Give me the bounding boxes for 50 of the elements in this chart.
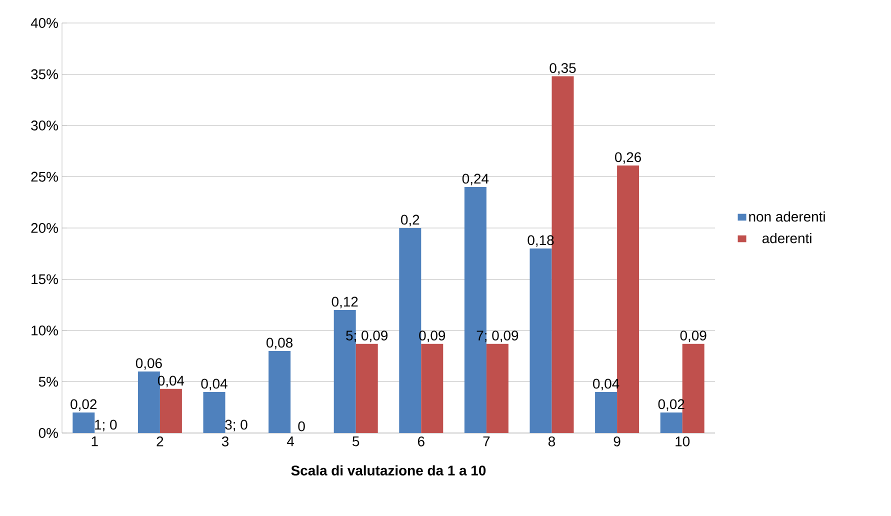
y-tick-label: 0% [38,428,58,438]
x-tick-label: 3 [222,436,229,446]
bar [421,344,444,433]
data-label: 0,35 [550,63,576,75]
data-label: 0 [298,421,305,432]
x-tick-label: 1 [92,436,98,446]
data-label: 0,08 [266,338,293,350]
bar [530,248,552,433]
y-tick-label: 5% [38,376,58,387]
y-tick-label: 25% [31,172,58,182]
data-label: 7; 0,09 [476,330,518,342]
y-tick-label: 20% [31,223,58,233]
bar [268,351,291,433]
data-label: 0,12 [332,296,358,308]
bar [72,412,95,433]
data-label: 5; 0,09 [346,330,388,342]
legend-label: non aderenti [749,211,825,222]
x-tick-label: 6 [418,436,424,446]
data-label: 0,2 [401,214,420,226]
bar [595,392,618,433]
bar [356,344,378,433]
data-label: 0,04 [201,378,228,390]
data-label: 0,06 [136,358,162,370]
y-tick-label: 35% [31,69,58,80]
data-label: 0,26 [615,152,642,164]
bar [138,372,160,433]
x-tick-label: 7 [483,436,490,446]
x-tick-label: 4 [286,436,294,446]
data-label: 1; 0 [95,420,117,432]
bar [334,310,356,433]
y-tick-label: 30% [31,120,58,130]
bar [660,412,682,433]
x-tick-label: 5 [352,436,360,446]
x-axis-title: Scala di valutazione da 1 a 10 [291,465,486,476]
data-label: 3; 0 [225,420,248,432]
y-tick-label: 40% [30,18,58,28]
x-tick-label: 2 [156,436,164,446]
bar [203,392,226,433]
y-tick-label: 10% [32,326,58,336]
x-tick-label: 10 [676,436,690,446]
data-label: 0,02 [70,399,97,411]
x-tick-label: 9 [614,436,620,446]
data-label: 0,24 [462,174,489,186]
data-label: 0,09 [680,330,706,342]
legend-label: aderenti [762,232,812,244]
bar [160,388,182,433]
bar [486,344,508,433]
x-tick-label: 8 [548,436,556,446]
y-tick-label: 15% [32,274,58,284]
bar [464,187,486,433]
